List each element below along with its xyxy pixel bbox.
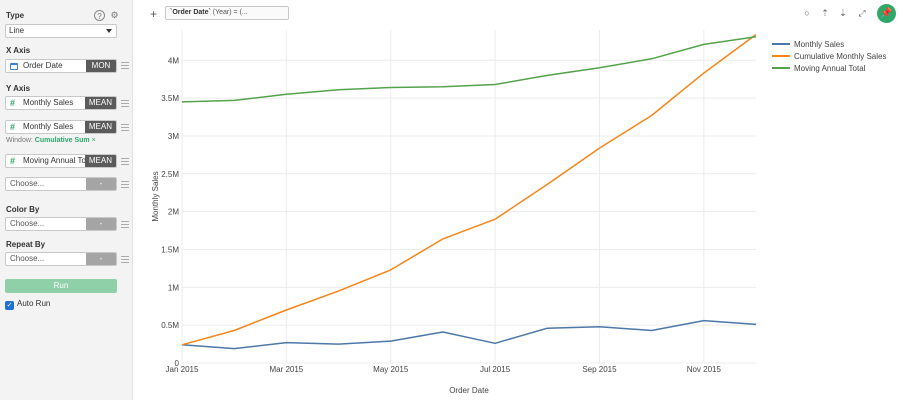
x-field-aggregation[interactable]: MON <box>86 60 116 72</box>
comment-icon[interactable]: ○ <box>804 8 810 18</box>
pin-icon[interactable]: 📌 <box>877 4 896 23</box>
auto-run-option[interactable]: ✓ Auto Run <box>5 299 50 310</box>
legend-label: Monthly Sales <box>794 40 844 49</box>
y-field-name: Monthly Sales <box>23 98 74 107</box>
y-field-aggregation[interactable]: MEAN <box>84 155 116 167</box>
chevron-down-icon <box>106 29 112 33</box>
x-axis-label: X Axis <box>6 46 31 55</box>
window-value-link[interactable]: Cumulative Sum <box>34 137 90 144</box>
remove-window-icon[interactable]: × <box>91 137 96 144</box>
choose-aggregation[interactable]: - <box>86 218 116 230</box>
x-axis-title: Order Date <box>449 386 489 395</box>
type-label: Type <box>6 11 25 20</box>
filter-chip[interactable]: `Order Date` (Year) = (... <box>165 6 289 20</box>
y-field-3-menu-icon[interactable] <box>121 158 129 165</box>
y-field-1-menu-icon[interactable] <box>121 100 129 107</box>
choose-aggregation[interactable]: - <box>86 253 116 265</box>
choose-placeholder: Choose... <box>10 219 45 228</box>
y-field-name: Monthly Sales <box>23 122 74 131</box>
y-tick-label: 1M <box>168 283 179 292</box>
y-axis-label: Y Axis <box>6 84 31 93</box>
x-axis-field[interactable]: Order Date MON <box>5 59 117 73</box>
y-axis-title: Monthly Sales <box>151 171 160 221</box>
color-by-label: Color By <box>6 205 40 214</box>
auto-run-checkbox[interactable]: ✓ <box>5 301 14 310</box>
y-tick-label: 4M <box>168 56 179 65</box>
x-tick-label: Jan 2015 <box>166 365 199 374</box>
x-field-name: Order Date <box>23 61 63 70</box>
x-tick-label: Mar 2015 <box>269 365 303 374</box>
color-by-menu-icon[interactable] <box>121 221 129 228</box>
y-axis-field-1[interactable]: # Monthly Sales MEAN <box>5 96 117 110</box>
repeat-by-field[interactable]: Choose... - <box>5 252 117 266</box>
x-tick-label: Sep 2015 <box>582 365 617 374</box>
y-field-2-menu-icon[interactable] <box>121 124 129 131</box>
hash-icon: # <box>10 122 16 132</box>
hash-icon: # <box>10 156 16 166</box>
y-axis-choose-field[interactable]: Choose... - <box>5 177 117 191</box>
choose-placeholder: Choose... <box>10 179 45 188</box>
y-tick-label: 0.5M <box>161 321 179 330</box>
filter-condition: (Year) = (... <box>210 9 248 16</box>
y-axis-field-2[interactable]: # Monthly Sales MEAN <box>5 120 117 134</box>
series-line <box>181 36 757 103</box>
chart-type-value: Line <box>9 26 25 35</box>
y-field-aggregation[interactable]: MEAN <box>84 121 116 133</box>
y-field-name: Moving Annual Total <box>23 156 95 165</box>
choose-placeholder: Choose... <box>10 254 45 263</box>
legend-label: Moving Annual Total <box>794 64 866 73</box>
x-tick-label: Jul 2015 <box>480 365 511 374</box>
chart-type-select[interactable]: Line <box>5 24 117 38</box>
repeat-by-label: Repeat By <box>6 240 46 249</box>
series-line <box>181 319 757 350</box>
legend-label: Cumulative Monthly Sales <box>794 52 886 61</box>
y-axis-field-3[interactable]: # Moving Annual Total MEAN <box>5 154 117 168</box>
x-tick-label: May 2015 <box>373 365 409 374</box>
gear-icon[interactable]: ⚙ <box>110 10 119 20</box>
series-line <box>181 33 757 346</box>
y-tick-label: 1.5M <box>161 245 179 254</box>
y-field-aggregation[interactable]: MEAN <box>84 97 116 109</box>
y-tick-label: 0 <box>175 359 180 368</box>
help-icon[interactable]: ? <box>94 10 105 21</box>
y-choose-menu-icon[interactable] <box>121 181 129 188</box>
expand-icon[interactable]: ⤢ <box>858 8 866 18</box>
window-label: Window: <box>6 137 33 144</box>
download-icon[interactable]: ⇣ <box>839 8 847 18</box>
auto-run-label: Auto Run <box>17 299 51 308</box>
upload-icon[interactable]: ⇡ <box>821 8 829 18</box>
window-calculation-note: Window: Cumulative Sum × <box>6 137 96 144</box>
x-tick-label: Nov 2015 <box>687 365 722 374</box>
y-tick-label: 3.5M <box>161 94 179 103</box>
repeat-by-menu-icon[interactable] <box>121 256 129 263</box>
y-tick-label: 3M <box>168 132 179 141</box>
y-tick-label: 2M <box>168 208 179 217</box>
x-field-menu-icon[interactable] <box>121 62 129 69</box>
choose-aggregation[interactable]: - <box>86 178 116 190</box>
chart-settings-sidebar: Type ? ⚙ Line X Axis Order Date MON Y Ax… <box>0 0 133 400</box>
filter-field: `Order Date` <box>170 9 211 16</box>
add-filter-button[interactable]: + <box>150 7 158 21</box>
color-by-field[interactable]: Choose... - <box>5 217 117 231</box>
y-tick-label: 2.5M <box>161 170 179 179</box>
run-button[interactable]: Run <box>5 279 117 293</box>
calendar-icon <box>10 63 18 70</box>
hash-icon: # <box>10 98 16 108</box>
